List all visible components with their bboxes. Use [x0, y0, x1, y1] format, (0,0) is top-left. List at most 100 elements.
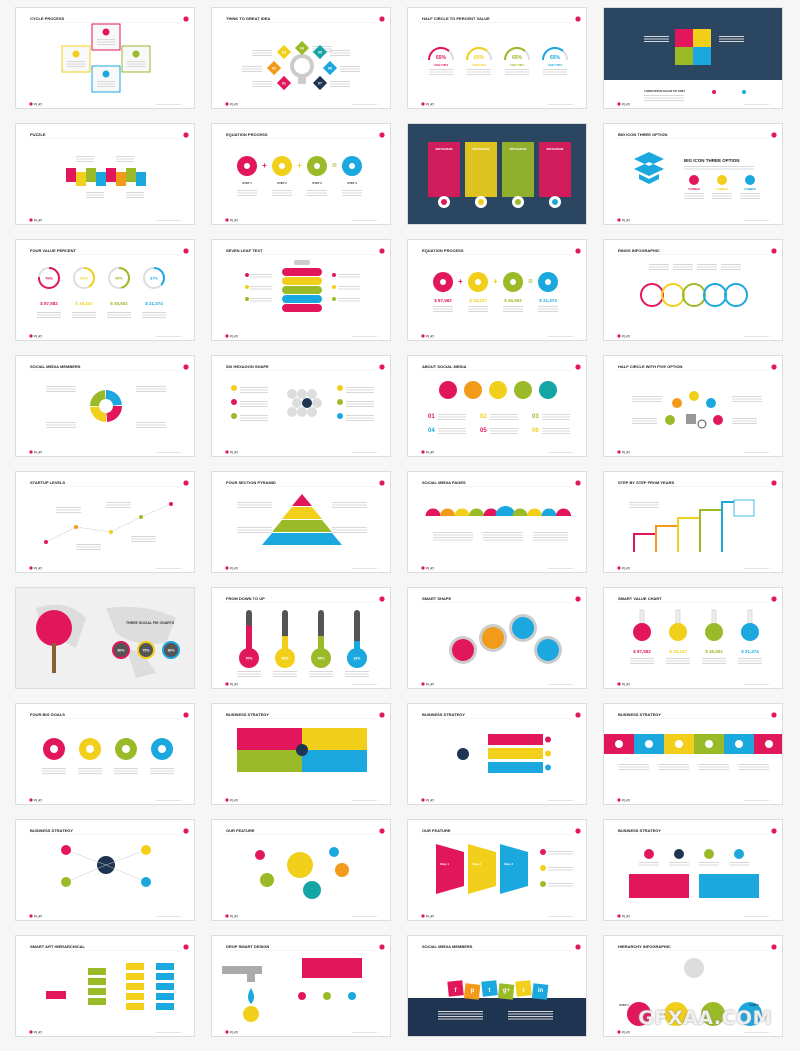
logo-icon — [421, 102, 425, 106]
node — [141, 845, 151, 855]
slide-thumbnail[interactable]: FROM DOWN TO UP PLAY 70% 45% 45% 33% — [211, 587, 391, 689]
text-line — [619, 766, 649, 768]
text-line — [684, 166, 754, 167]
slide-thumbnail[interactable]: OUR FEATURE PLAY — [211, 819, 391, 921]
magnifier-icon — [697, 419, 707, 429]
slide-canvas: RINGS INFOGRAPHIC PLAY — [617, 248, 777, 338]
text-line — [538, 308, 558, 310]
slide-canvas: INSTAGRAM INSTAGRAM INSTAGRAM INSTAGRAM — [408, 124, 586, 224]
slide-thumbnail[interactable]: EQUATION PROCESS PLAY + $ 87,582 + $ 16,237 = $… — [407, 239, 587, 341]
text-line — [346, 392, 374, 393]
strategy-bar — [488, 734, 543, 745]
text-line — [467, 71, 491, 73]
icon — [441, 199, 447, 205]
logo-icon — [617, 798, 621, 802]
thermometer-bulb — [275, 648, 295, 668]
slide-thumbnail[interactable]: FOUR SECTION PYRAMID PLAY — [211, 471, 391, 573]
footer-logo: PLAY — [622, 450, 631, 454]
footer-url — [156, 104, 181, 105]
slide-thumbnail[interactable]: SMART ART HIERARCHICAL PLAY — [15, 935, 195, 1037]
slide-thumbnail[interactable]: STARTUP LEVELS PLAY — [15, 471, 195, 573]
slide-thumbnail[interactable]: PUZZLE PLAY — [15, 123, 195, 225]
slide-thumbnail[interactable]: SEVEN LEAF TEXT PLAY — [211, 239, 391, 341]
logo-icon — [421, 682, 425, 686]
text-line — [684, 168, 754, 170]
icon — [231, 385, 237, 391]
idea-number: 06 — [328, 66, 332, 70]
text-line — [732, 423, 757, 424]
icon — [674, 849, 684, 859]
funnel-step — [436, 844, 464, 894]
footer-url — [744, 452, 769, 453]
slide-number-badge — [183, 712, 189, 718]
slide-thumbnail[interactable]: THREE SOCIAL PIE CHARTSPLAY60%75%30%THRE… — [15, 587, 195, 689]
slide-thumbnail[interactable]: SIX HEXAGON SHAPE PLAY — [211, 355, 391, 457]
footer-url — [744, 220, 769, 221]
process-icon — [72, 50, 80, 58]
slide-thumbnail[interactable]: SMART VALUE CHART PLAY $ 87,582 $ 16,237 $ 4… — [603, 587, 783, 689]
slide-thumbnail[interactable]: FOUR BIG GOALS PLAY — [15, 703, 195, 805]
slide-canvas: CYCLE PROCESS PLAY — [29, 16, 189, 106]
text-line — [346, 406, 374, 407]
footer-url — [548, 568, 573, 569]
text-line — [644, 97, 684, 99]
slide-thumbnail[interactable]: RINGS INFOGRAPHIC PLAY — [603, 239, 783, 341]
text-line — [548, 885, 573, 887]
process-box — [121, 45, 151, 73]
option-circle — [705, 398, 716, 409]
bullet — [245, 285, 249, 289]
thermometer-fill — [282, 636, 288, 655]
slide-thumbnail[interactable]: PLAY LOREM IPSUM DOLOR SIT AMET — [603, 7, 783, 109]
slide-thumbnail[interactable]: THINK TO GREAT IDEA PLAY 01 02 03 04 05 06 07 — [211, 7, 391, 109]
slide-thumbnail[interactable]: BUSINESS STRATEGY PLAY — [603, 819, 783, 921]
footer-logo: PLAY — [34, 914, 43, 918]
slide-thumbnail[interactable]: HALF CIRCLE TO PERCENT VALUE PLAY 65% ANALY… — [407, 7, 587, 109]
strategy-band — [302, 728, 367, 750]
text-line — [684, 193, 704, 194]
footer-logo: PLAY — [622, 218, 631, 222]
slide-thumbnail[interactable]: BUSINESS STRATEGY PLAY — [603, 703, 783, 805]
text-line — [252, 83, 272, 85]
slide-thumbnail[interactable]: HALF CIRCLE WITH FIVE OPTION PLAY — [603, 355, 783, 457]
footer-logo: PLAY — [230, 218, 239, 222]
slide-thumbnail[interactable]: HIERARCHY INFOGRAPHIC PLAY STEP 1 STEP 2 — [603, 935, 783, 1037]
pie-chart — [138, 642, 154, 658]
text-line — [538, 311, 558, 312]
slide-thumbnail[interactable]: ABOUT SOCIAL MEDIA PLAY 01 02 03 04 05 06 — [407, 355, 587, 457]
slide-thumbnail[interactable]: INSTAGRAM INSTAGRAM INSTAGRAM INSTAGRAM — [407, 123, 587, 225]
slide-thumbnail[interactable]: CYCLE PROCESS PLAY — [15, 7, 195, 109]
slide-title: OUR FEATURE — [226, 828, 255, 833]
slide-thumbnail[interactable]: BUSINESS STRATEGY PLAY — [15, 819, 195, 921]
text-line — [346, 387, 374, 388]
slide-thumbnail[interactable]: DROP SMART DESIGN PLAY — [211, 935, 391, 1037]
text-line — [719, 38, 744, 40]
slide-number-badge — [771, 248, 777, 254]
text-line — [483, 539, 523, 541]
card-title: INSTAGRAM — [510, 147, 527, 151]
logo-icon — [225, 450, 229, 454]
slide-number-badge — [379, 828, 385, 834]
text-line — [240, 415, 268, 416]
slide-thumbnail[interactable]: SOCIAL MEDIA PAGES PLAY — [407, 471, 587, 573]
text-line — [533, 532, 568, 533]
slide-thumbnail[interactable]: SMART SHAPE PLAY — [407, 587, 587, 689]
slide-canvas: BUSINESS STRATEGY PLAY — [421, 712, 581, 802]
slide-thumbnail[interactable]: SOCIAL MEDIA MEMBERSPLAYfptg+tin — [407, 935, 587, 1037]
slide-thumbnail[interactable]: EQUATION PROCESS PLAY + STEP 1 + STEP 2 = STEP … — [211, 123, 391, 225]
slide-thumbnail[interactable]: BIG ICON THREE OPTION PLAY BIG ICON THREE … — [603, 123, 783, 225]
slide-title: SMART SHAPE — [422, 596, 451, 601]
operator: + — [493, 277, 498, 286]
slide-thumbnail[interactable]: STEP BY STEP FROM YEARS PLAY — [603, 471, 783, 573]
slide-number-badge — [575, 364, 581, 370]
text-line — [666, 658, 690, 659]
footer-logo: PLAY — [426, 334, 435, 338]
slide-thumbnail[interactable]: OUR FEATURE PLAY Step 1 Step 2 Step 3 — [407, 819, 587, 921]
slide-thumbnail[interactable]: BUSINESS STRATEGY PLAY — [211, 703, 391, 805]
slide-thumbnail[interactable]: BUSINESS STRATEGY PLAY — [407, 703, 587, 805]
slide-thumbnail[interactable]: FOUR VALUE PERCENT PLAY 76% $ 87,582 42% $ 16… — [15, 239, 195, 341]
amount: $ 21,374 — [741, 649, 759, 654]
logo-icon — [225, 334, 229, 338]
text-line — [78, 773, 102, 774]
slide-thumbnail[interactable]: SOCIAL MEDIA MEMBERS PLAY — [15, 355, 195, 457]
text-line — [312, 46, 332, 47]
